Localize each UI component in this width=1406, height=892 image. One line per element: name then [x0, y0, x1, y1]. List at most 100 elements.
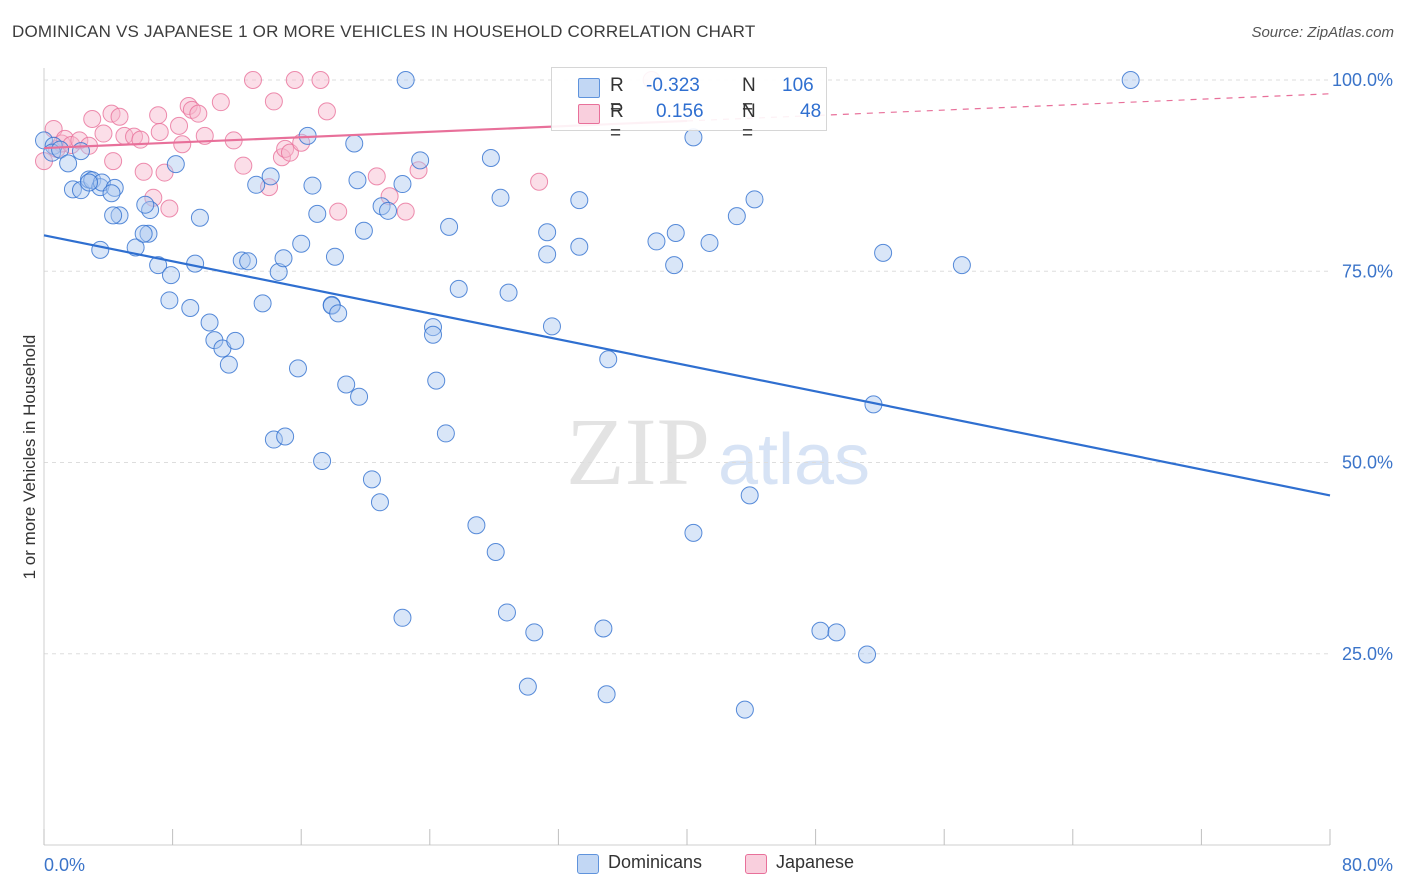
- axes: [43, 68, 1331, 846]
- dominican-point: [491, 188, 510, 207]
- y-tick-label: 100.0%: [1332, 70, 1393, 90]
- dominican-point: [666, 224, 685, 242]
- n-value: 48: [800, 101, 822, 122]
- dominican-point: [136, 195, 155, 214]
- dominican-point: [337, 375, 356, 394]
- x-tick-label-min: 0.0%: [44, 855, 85, 875]
- dominican-point: [288, 359, 307, 378]
- dominican-point: [952, 256, 971, 275]
- dominican-point: [440, 217, 459, 236]
- dominican-point: [735, 700, 754, 719]
- dominican-point: [379, 201, 398, 220]
- watermark: ZIP atlas: [566, 398, 870, 505]
- legend-label-japanese: Japanese: [776, 852, 855, 872]
- dominican-point: [372, 197, 391, 216]
- japanese-point: [317, 102, 336, 121]
- dominican-point: [102, 184, 121, 203]
- dominican-point: [110, 206, 129, 225]
- dominican-point: [449, 279, 468, 298]
- japanese-point: [104, 152, 123, 171]
- dominican-point: [594, 619, 613, 638]
- dominican-point: [370, 493, 389, 512]
- dominican-point: [481, 149, 500, 168]
- dominican-point: [141, 201, 160, 220]
- x-tick-label-max: 80.0%: [1342, 855, 1393, 875]
- dominican-point: [91, 240, 110, 259]
- dominican-point: [393, 175, 412, 194]
- watermark-zip: ZIP: [566, 398, 710, 505]
- dominican-point: [219, 355, 238, 374]
- legend-swatch-blue: [577, 854, 599, 874]
- dominican-point: [161, 266, 180, 285]
- dominican-point: [497, 603, 516, 622]
- y-tick-label: 25.0%: [1342, 644, 1393, 664]
- watermark-atlas: atlas: [718, 420, 870, 500]
- dominican-point: [253, 294, 272, 313]
- japanese-point: [110, 107, 129, 126]
- dominican-point: [269, 263, 288, 282]
- dominican-point: [436, 424, 455, 443]
- dominican-point: [104, 206, 123, 225]
- dominican-point: [325, 247, 344, 266]
- dominican-point: [518, 677, 537, 696]
- dominican-point: [329, 304, 348, 323]
- japanese-point: [311, 71, 330, 89]
- dominican-point: [427, 371, 446, 390]
- japanese-point: [367, 167, 386, 186]
- axis-ticks: 100.0% 75.0% 50.0% 25.0% 0.0% 80.0%: [44, 70, 1393, 875]
- series-legend: Dominicans Japanese: [0, 852, 1406, 878]
- legend-swatch-blue: [578, 78, 600, 98]
- r-label: R =: [610, 101, 624, 144]
- dominican-point: [350, 387, 369, 406]
- japanese-point: [149, 106, 168, 125]
- dominican-point: [308, 204, 327, 223]
- japanese-point: [173, 135, 192, 154]
- n-label: N =: [742, 101, 756, 144]
- dominican-point: [745, 190, 764, 209]
- dominican-point: [348, 171, 367, 190]
- y-tick-label: 50.0%: [1342, 453, 1393, 473]
- dominican-point: [59, 154, 78, 173]
- dominican-point: [247, 175, 266, 194]
- dominican-point: [226, 331, 245, 350]
- dominican-point: [292, 234, 311, 253]
- dominican-point: [538, 223, 557, 242]
- dominican-point: [166, 155, 185, 174]
- dominican-point: [362, 470, 381, 489]
- dominican-point: [396, 71, 415, 89]
- dominican-point: [570, 191, 589, 210]
- dominican-point: [354, 221, 373, 240]
- dominican-point: [858, 645, 877, 664]
- dominican-point: [597, 685, 616, 704]
- japanese-point: [94, 124, 113, 143]
- dominican-point: [740, 486, 759, 505]
- dominican-point: [647, 232, 666, 251]
- legend-swatch-pink: [578, 104, 600, 124]
- dominican-point: [313, 451, 332, 470]
- r-value: -0.323: [646, 75, 700, 96]
- dominican-point: [200, 313, 219, 332]
- n-value: 106: [782, 75, 814, 96]
- dominican-point: [181, 298, 200, 317]
- dominican-point: [149, 256, 168, 275]
- dominican-point: [264, 430, 283, 449]
- legend-swatch-pink: [745, 854, 767, 874]
- dominican-point: [827, 623, 846, 642]
- dominican-point: [486, 543, 505, 562]
- dominican-point: [538, 245, 557, 264]
- r-label: R =: [610, 75, 624, 118]
- dominican-point: [80, 173, 99, 192]
- dominican-point: [684, 523, 703, 542]
- dominican-point: [684, 128, 703, 147]
- japanese-point: [211, 93, 230, 112]
- n-label: N =: [742, 75, 756, 118]
- dominican-point: [700, 233, 719, 252]
- r-value: 0.156: [656, 101, 704, 122]
- dominican-point: [467, 516, 486, 535]
- japanese-point: [189, 104, 208, 123]
- japanese-point: [243, 71, 262, 89]
- dominican-point: [424, 325, 443, 344]
- legend-label-dominicans: Dominicans: [608, 852, 703, 872]
- dominican-point: [525, 623, 544, 642]
